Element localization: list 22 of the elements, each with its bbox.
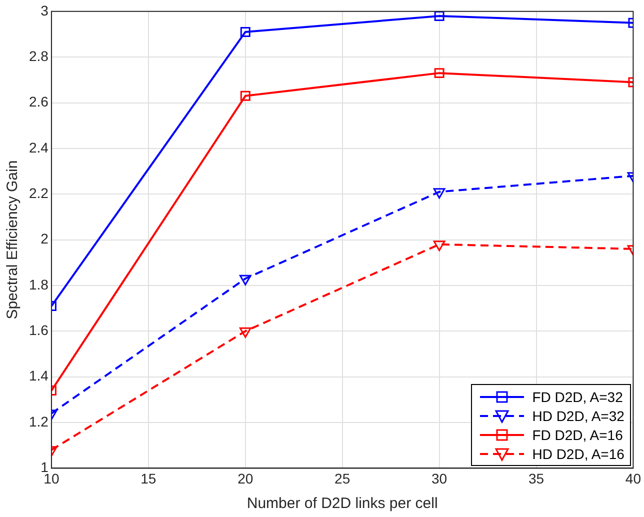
x-tick-label: 20 [238, 470, 254, 486]
x-axis-title: Number of D2D links per cell [246, 495, 438, 512]
y-tick-label: 1.8 [28, 276, 49, 292]
x-tick-label: 15 [140, 470, 156, 486]
legend-label: HD D2D, A=32 [532, 408, 624, 424]
legend-label: FD D2D, A=16 [532, 426, 623, 443]
x-tick-label: 40 [625, 470, 642, 486]
y-axis-title: Spectral Efficiency Gain [4, 160, 22, 320]
y-tick-label: 2.2 [28, 184, 49, 201]
legend-label: HD D2D, A=16 [532, 446, 624, 462]
legend-label: FD D2D, A=32 [532, 388, 623, 405]
y-tick-label: 2.4 [28, 139, 49, 156]
x-tick-label: 35 [528, 470, 544, 486]
x-tick-label: 25 [334, 470, 350, 486]
y-tick-label: 3 [40, 2, 49, 18]
x-tick-label: 30 [432, 470, 448, 486]
y-tick-label: 2.8 [28, 48, 49, 64]
y-tick-label: 1.6 [28, 322, 49, 338]
y-tick-label: 2.6 [28, 94, 49, 110]
y-tick-label: 1.2 [28, 413, 49, 430]
y-tick-label: 1.4 [28, 368, 49, 384]
y-tick-label: 2 [40, 230, 49, 247]
